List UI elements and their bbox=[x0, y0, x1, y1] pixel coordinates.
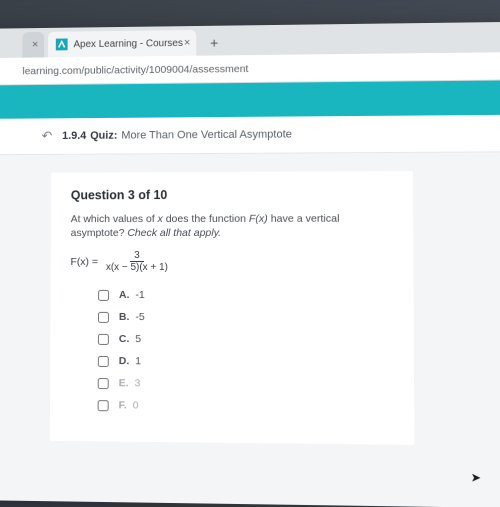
option-value: 0 bbox=[133, 400, 139, 412]
option-letter: D. bbox=[119, 355, 130, 367]
url-text: learning.com/public/activity/1009004/ass… bbox=[22, 63, 248, 77]
close-icon[interactable]: × bbox=[32, 39, 38, 51]
denominator: x(x − 5)(x + 1) bbox=[102, 262, 172, 273]
formula-lhs: F(x) = bbox=[70, 256, 98, 268]
option-row[interactable]: D. 1 bbox=[98, 355, 394, 369]
quiz-title: More Than One Vertical Asymptote bbox=[121, 129, 292, 142]
tab-title: Apex Learning - Courses bbox=[73, 38, 182, 50]
option-letter: E. bbox=[119, 378, 129, 390]
option-row[interactable]: B. -5 bbox=[98, 311, 393, 324]
fraction: 3 x(x − 5)(x + 1) bbox=[102, 250, 172, 273]
apex-favicon-icon bbox=[56, 38, 68, 50]
options-list: A. -1 B. -5 C. 5 D. 1 E. 3 F. 0 bbox=[70, 289, 394, 414]
tab-active[interactable]: Apex Learning - Courses × bbox=[48, 30, 196, 57]
prompt-text: At which values of bbox=[71, 213, 158, 225]
option-value: 3 bbox=[135, 378, 141, 390]
prompt-text: does the function bbox=[163, 213, 249, 225]
browser-window: × Apex Learning - Courses × + learning.c… bbox=[0, 22, 500, 507]
tab-previous[interactable]: × bbox=[22, 32, 44, 58]
site-banner bbox=[0, 80, 500, 119]
close-icon[interactable]: × bbox=[184, 37, 190, 49]
option-row[interactable]: C. 5 bbox=[98, 333, 393, 347]
quiz-code: 1.9.4 bbox=[62, 130, 86, 142]
option-checkbox[interactable] bbox=[98, 400, 109, 411]
option-letter: B. bbox=[119, 311, 130, 323]
option-row[interactable]: F. 0 bbox=[98, 399, 394, 414]
quiz-header: ↶ 1.9.4 Quiz: More Than One Vertical Asy… bbox=[0, 115, 500, 156]
option-checkbox[interactable] bbox=[98, 290, 109, 301]
prompt-hint: Check all that apply. bbox=[127, 227, 221, 239]
option-value: 1 bbox=[135, 356, 141, 368]
option-letter: A. bbox=[119, 289, 129, 301]
back-icon[interactable]: ↶ bbox=[42, 128, 53, 144]
question-card: Question 3 of 10 At which values of x do… bbox=[50, 171, 415, 445]
mouse-cursor-icon: ➤ bbox=[470, 471, 481, 486]
content-area: Question 3 of 10 At which values of x do… bbox=[0, 152, 500, 507]
formula: F(x) = 3 x(x − 5)(x + 1) bbox=[70, 250, 392, 273]
numerator: 3 bbox=[130, 250, 144, 262]
option-row[interactable]: E. 3 bbox=[98, 377, 394, 391]
new-tab-button[interactable]: + bbox=[204, 33, 224, 53]
quiz-label: Quiz: bbox=[90, 130, 117, 142]
question-prompt: At which values of x does the function F… bbox=[71, 212, 393, 241]
option-value: 5 bbox=[135, 333, 141, 345]
option-row[interactable]: A. -1 bbox=[98, 289, 393, 302]
option-value: -1 bbox=[135, 289, 144, 301]
prompt-fn: F(x) bbox=[249, 213, 268, 225]
option-checkbox[interactable] bbox=[98, 378, 109, 389]
option-checkbox[interactable] bbox=[98, 356, 109, 367]
option-letter: F. bbox=[119, 400, 127, 412]
option-value: -5 bbox=[135, 311, 144, 323]
option-letter: C. bbox=[119, 333, 130, 345]
question-counter: Question 3 of 10 bbox=[71, 187, 393, 202]
option-checkbox[interactable] bbox=[98, 312, 109, 323]
option-checkbox[interactable] bbox=[98, 334, 109, 345]
